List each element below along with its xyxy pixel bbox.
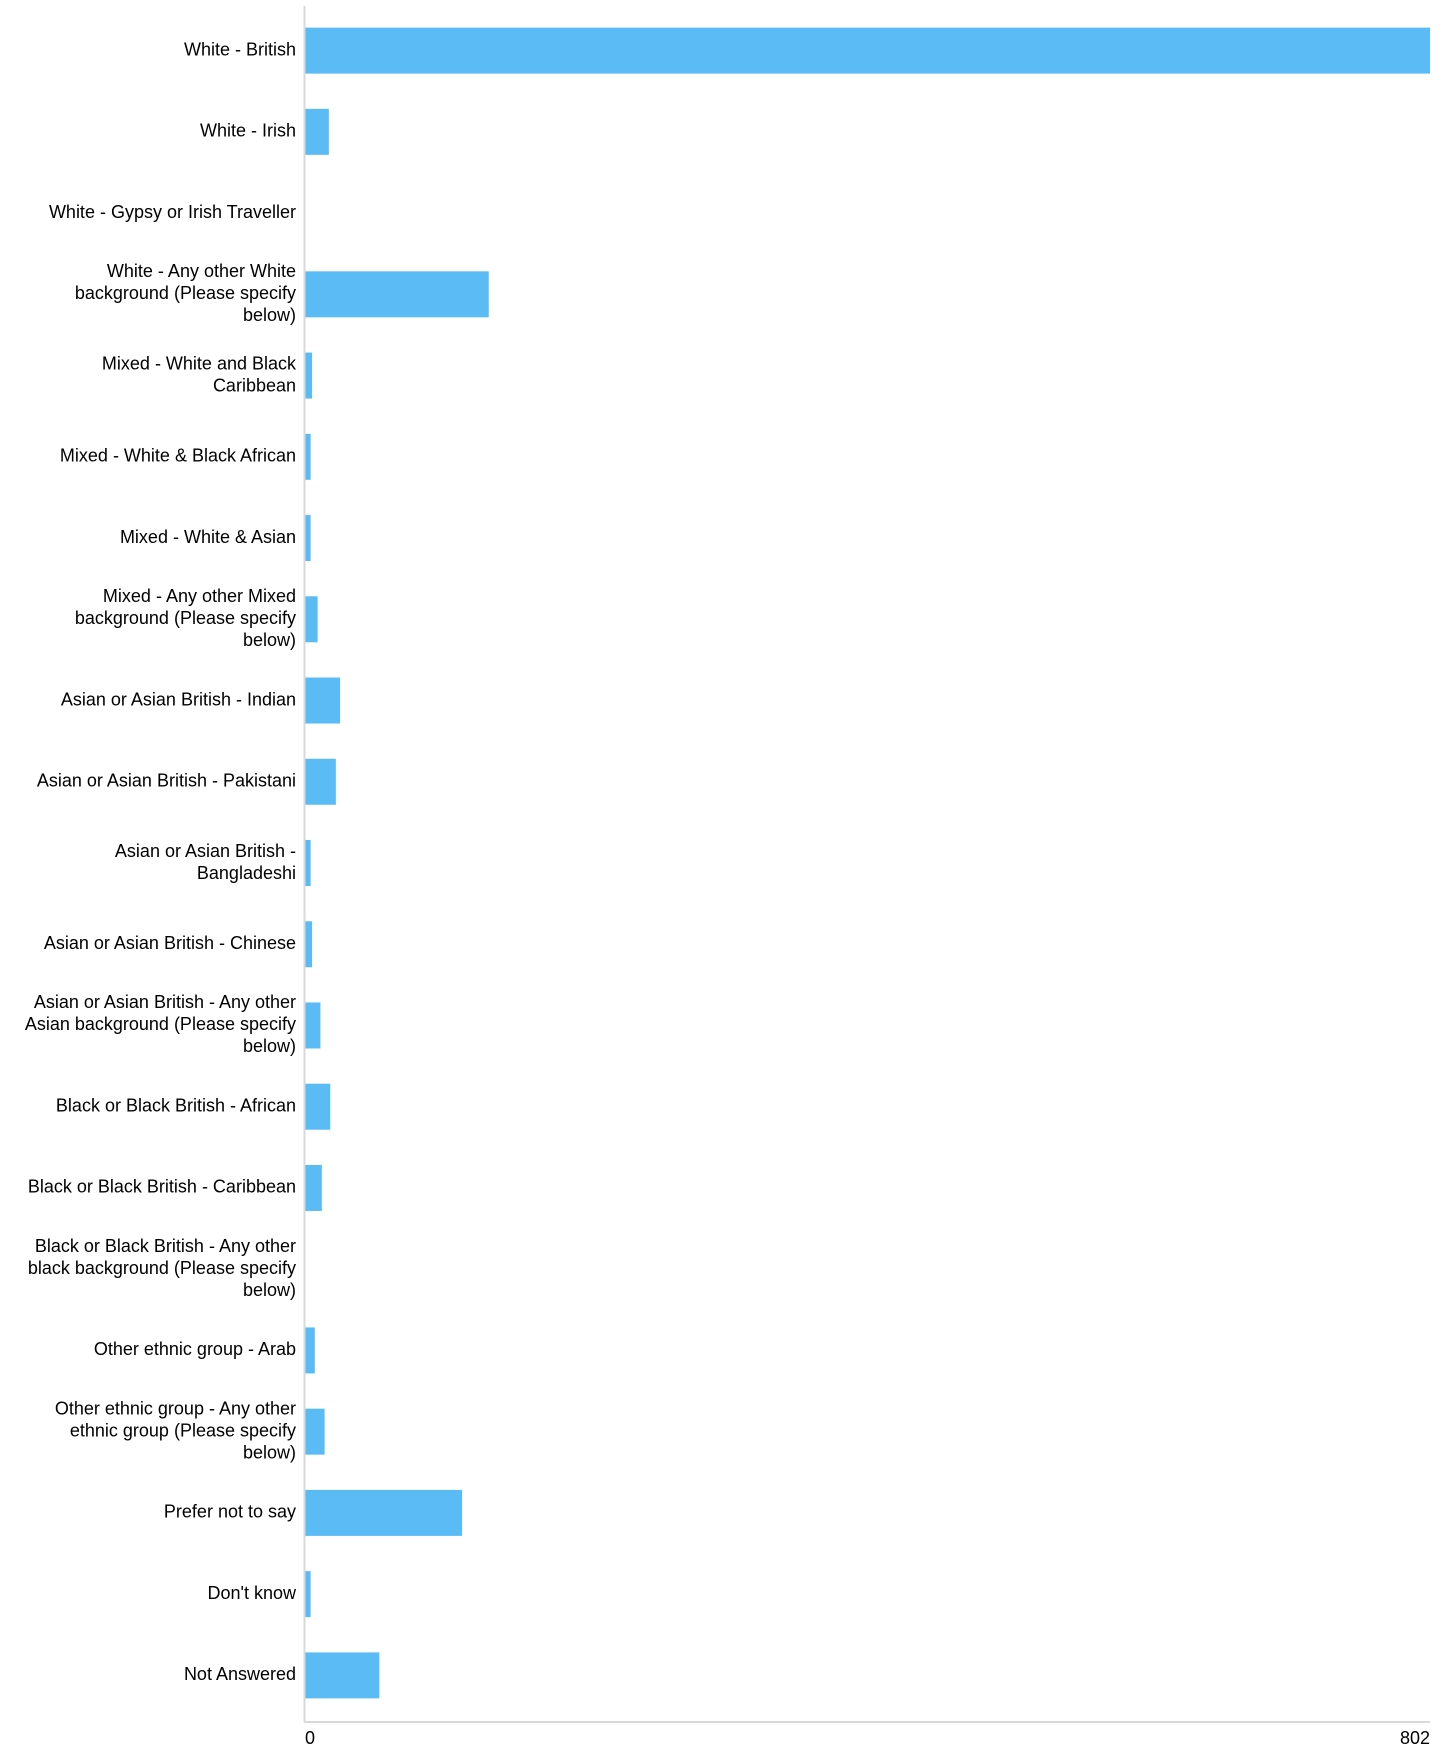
category-label: White - Any other White background (Pleas…: [75, 261, 296, 325]
category-label-line: ethnic group (Please specify: [70, 1420, 296, 1440]
category-label-line: Caribbean: [213, 375, 296, 395]
category-label-line: Prefer not to say: [164, 1502, 296, 1522]
category-label: Asian or Asian British - Pakistani: [37, 771, 296, 791]
bar: [305, 921, 313, 968]
category-label: Asian or Asian British - Chinese: [44, 933, 296, 953]
category-label: Mixed - White & Black African: [60, 446, 296, 466]
category-label: Black or Black British - Caribbean: [28, 1177, 296, 1197]
category-label-line: below): [243, 1442, 296, 1462]
category-label-line: White - Any other White: [107, 261, 296, 281]
x-tick-label-max: 802: [1400, 1728, 1430, 1747]
category-label-line: Don't know: [208, 1583, 297, 1603]
category-label-line: black background (Please specify: [28, 1258, 296, 1278]
bar: [305, 27, 1430, 74]
bar: [305, 596, 318, 643]
bar: [305, 108, 329, 155]
bar: [305, 352, 313, 399]
category-label-line: below): [243, 1280, 296, 1300]
category-label: Mixed - White and Black Caribbean: [102, 353, 297, 395]
bar: [305, 271, 489, 318]
category-label: Black or Black British - Any other black …: [28, 1236, 296, 1300]
category-label: White - Irish: [200, 121, 296, 141]
category-label-line: Asian or Asian British - Pakistani: [37, 771, 296, 791]
bar: [305, 1652, 380, 1699]
category-label: White - Gypsy or Irish Traveller: [49, 202, 296, 222]
bar: [305, 840, 311, 886]
category-label-line: Asian or Asian British - Indian: [61, 689, 296, 709]
bar: [305, 515, 311, 562]
bar: [305, 1164, 322, 1211]
category-label: Asian or Asian British - Indian: [61, 689, 296, 709]
category-label-line: Asian or Asian British - Chinese: [44, 933, 296, 953]
category-label: Other ethnic group - Any other ethnic gro…: [55, 1398, 296, 1462]
category-label-line: Other ethnic group - Any other: [55, 1398, 296, 1418]
category-label-line: Not Answered: [184, 1664, 296, 1684]
category-label-line: Mixed - White and Black: [102, 353, 297, 373]
category-label-line: Black or Black British - African: [56, 1095, 296, 1115]
category-label-line: background (Please specify: [75, 283, 296, 303]
category-label-line: Black or Black British - Any other: [35, 1236, 296, 1256]
category-label: Prefer not to say: [164, 1502, 296, 1522]
category-label-line: Bangladeshi: [197, 863, 296, 883]
category-label-line: White - British: [184, 39, 296, 59]
bar: [305, 433, 311, 480]
category-label-line: Black or Black British - Caribbean: [28, 1177, 296, 1197]
category-label-line: White - Irish: [200, 121, 296, 141]
category-label: Asian or Asian British - Any other Asian …: [25, 992, 296, 1056]
category-label-line: Mixed - Any other Mixed: [103, 586, 296, 606]
category-label-line: Asian or Asian British - Any other: [34, 992, 296, 1012]
category-label-line: Other ethnic group - Arab: [94, 1339, 296, 1359]
category-label: Mixed - White & Asian: [120, 527, 296, 547]
bar: [305, 1571, 311, 1618]
bar: [305, 677, 341, 724]
category-labels-group: White - British White - Irish White - Gyps…: [25, 39, 297, 1684]
category-label-line: background (Please specify: [75, 608, 296, 628]
bar: [305, 1002, 321, 1049]
x-tick-label-min: 0: [305, 1728, 315, 1747]
category-label-line: Mixed - White & Black African: [60, 446, 296, 466]
category-label: Asian or Asian British -Bangladeshi: [115, 841, 296, 883]
category-label: Mixed - Any other Mixed background (Pleas…: [75, 586, 296, 650]
bar: [305, 1489, 463, 1536]
category-label-line: Mixed - White & Asian: [120, 527, 296, 547]
category-label: Don't know: [208, 1583, 297, 1603]
category-label-line: Asian background (Please specify: [25, 1014, 296, 1034]
bar: [305, 758, 336, 805]
category-label-line: below): [243, 1036, 296, 1056]
category-label: Other ethnic group - Arab: [94, 1339, 296, 1359]
category-label-line: below): [243, 630, 296, 650]
bars-group: [305, 27, 1430, 1699]
bar: [305, 1327, 315, 1374]
category-label: Black or Black British - African: [56, 1095, 296, 1115]
category-label-line: below): [243, 305, 296, 325]
category-label-line: Asian or Asian British -: [115, 841, 296, 861]
bar: [305, 1408, 325, 1455]
category-label: Not Answered: [184, 1664, 296, 1684]
category-label-line: White - Gypsy or Irish Traveller: [49, 202, 296, 222]
category-label: White - British: [184, 39, 296, 59]
bar: [305, 1083, 331, 1130]
